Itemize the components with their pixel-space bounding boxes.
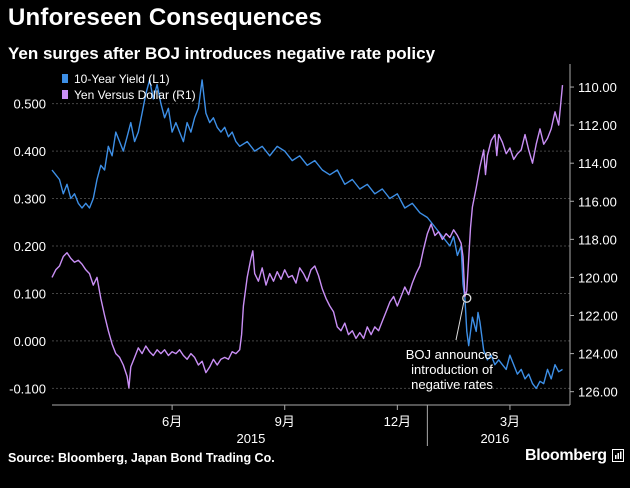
x-tick-label: 6月 [162, 414, 182, 429]
annotation-arrow [455, 302, 465, 341]
annotation-line-1: BOJ announces [406, 347, 499, 362]
right-tick-label: 120.00 [578, 270, 618, 285]
annotation-line-3: negative rates [411, 377, 493, 392]
right-tick-label: 116.00 [578, 194, 617, 209]
left-tick-label: 0.200 [13, 239, 46, 254]
right-tick-label: 110.00 [578, 80, 617, 95]
left-tick-label: 0.500 [13, 97, 46, 112]
right-tick-label: 122.00 [578, 309, 618, 324]
legend: 10-Year Yield (L1) Yen Versus Dollar (R1… [62, 72, 196, 102]
annotation-line-2: introduction of [411, 362, 493, 377]
bloomberg-logo-icon [612, 449, 624, 462]
chart-subtitle: Yen surges after BOJ introduces negative… [8, 44, 436, 63]
left-tick-label: 0.100 [13, 286, 46, 301]
left-tick-label: -0.100 [9, 381, 46, 396]
right-tick-label: 112.00 [578, 118, 617, 133]
right-tick-label: 126.00 [578, 385, 618, 400]
source-note: Source: Bloomberg, Japan Bond Trading Co… [8, 451, 275, 465]
legend-swatch-yen [62, 90, 68, 99]
chart-title: Unforeseen Consequences [8, 4, 323, 31]
x-tick-label: 3月 [500, 414, 520, 429]
legend-swatch-yield [62, 74, 68, 83]
right-tick-label: 118.00 [578, 232, 617, 247]
right-tick-label: 114.00 [578, 156, 617, 171]
left-tick-label: 0.300 [13, 192, 46, 207]
legend-label-yen: Yen Versus Dollar (R1) [74, 88, 196, 102]
year-label: 2015 [236, 431, 265, 446]
x-tick-label: 9月 [275, 414, 295, 429]
year-label: 2016 [480, 431, 509, 446]
legend-label-yield: 10-Year Yield (L1) [74, 72, 170, 86]
bloomberg-logo: Bloomberg [525, 447, 607, 464]
x-tick-label: 12月 [384, 414, 411, 429]
series-line-yen [51, 85, 564, 389]
boj-annotation: BOJ announces introduction of negative r… [406, 293, 499, 392]
left-tick-label: 0.400 [13, 144, 46, 159]
right-tick-label: 124.00 [578, 347, 618, 362]
left-tick-label: 0.000 [13, 334, 46, 349]
annotation-marker [462, 293, 472, 303]
series-line-yield [51, 79, 563, 390]
